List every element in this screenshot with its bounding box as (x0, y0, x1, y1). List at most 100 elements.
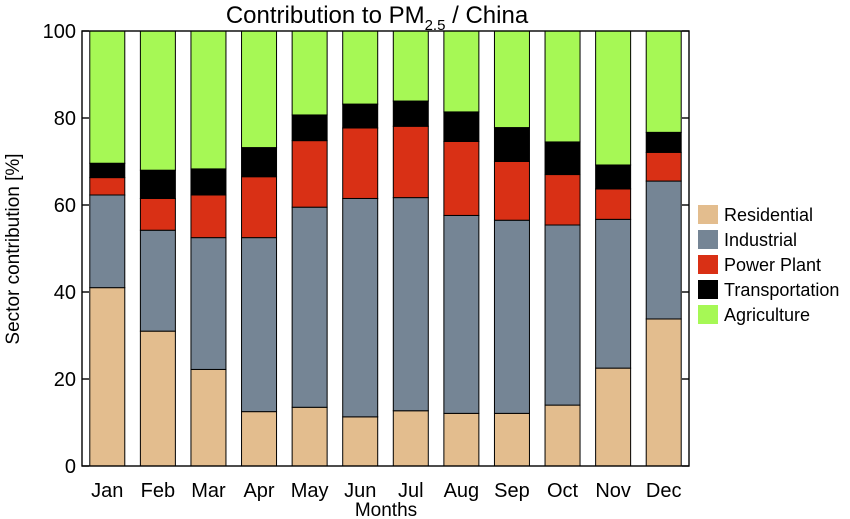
bar-power-plant-jan (89, 177, 126, 196)
bar-stack-jun (342, 30, 379, 467)
bar-transportation-oct (544, 141, 581, 176)
y-tick-label: 0 (65, 456, 76, 478)
bar-industrial-dec (645, 180, 682, 320)
bar-residential-may (291, 406, 328, 467)
bar-transportation-jul (392, 100, 429, 127)
legend-label: Power Plant (724, 255, 821, 275)
bar-agriculture-apr (241, 30, 278, 149)
bar-transportation-nov (595, 164, 632, 190)
bar-transportation-apr (241, 147, 278, 178)
legend-label: Transportation (724, 280, 839, 300)
legend-label: Agriculture (724, 305, 810, 325)
legend-swatch-residential (698, 205, 718, 224)
bar-industrial-jun (342, 197, 379, 418)
bar-agriculture-jan (89, 30, 126, 164)
bar-industrial-apr (241, 237, 278, 413)
bar-power-plant-oct (544, 174, 581, 226)
bar-power-plant-dec (645, 151, 682, 182)
bar-power-plant-jun (342, 127, 379, 199)
x-tick-label: Dec (646, 480, 682, 502)
bar-industrial-nov (595, 218, 632, 369)
y-axis-label: Sector contribution [%] (3, 153, 24, 344)
bar-residential-aug (443, 412, 480, 467)
legend-swatch-power-plant (698, 255, 718, 274)
bar-residential-jul (392, 410, 429, 467)
legend: Residential Industrial Power Plant Transpor… (698, 205, 839, 325)
bar-industrial-may (291, 206, 328, 408)
bar-power-plant-jul (392, 125, 429, 199)
bar-stack-oct (544, 30, 581, 467)
bar-agriculture-jul (392, 30, 429, 102)
bar-stack-jan (89, 30, 126, 467)
y-axis: 0 20 40 60 80 100 (43, 21, 689, 478)
y-tick-label: 40 (54, 282, 76, 304)
bar-power-plant-mar (190, 194, 227, 239)
x-tick-label: Jan (91, 480, 123, 502)
x-tick-label: Jun (344, 480, 376, 502)
x-tick-label: Jul (398, 480, 424, 502)
x-tick-label: Mar (191, 480, 226, 502)
bar-transportation-aug (443, 111, 480, 142)
bar-residential-jun (342, 416, 379, 467)
bar-industrial-jul (392, 197, 429, 412)
x-tick-label: Feb (141, 480, 175, 502)
bar-agriculture-sep (493, 30, 530, 129)
bar-power-plant-apr (241, 176, 278, 239)
legend-swatch-transportation (698, 280, 718, 299)
bar-transportation-jun (342, 103, 379, 129)
legend-swatch-agriculture (698, 305, 718, 324)
y-tick-label: 100 (43, 21, 76, 43)
bar-stack-aug (443, 30, 480, 467)
legend-label: Residential (724, 205, 813, 225)
x-axis: Jan Feb Mar Apr May Jun Jul Aug Sep Oct Nov Dec (91, 480, 681, 502)
plot-frame (81, 30, 690, 467)
bar-power-plant-sep (493, 161, 530, 221)
x-tick-label: May (291, 480, 329, 502)
bar-agriculture-aug (443, 30, 480, 113)
bar-residential-apr (241, 411, 278, 467)
chart-title-suffix: / China (445, 2, 528, 29)
bar-power-plant-nov (595, 188, 632, 220)
bar-agriculture-may (291, 30, 328, 116)
bar-industrial-oct (544, 224, 581, 406)
x-tick-label: Oct (547, 480, 579, 502)
bar-residential-jan (89, 287, 126, 467)
x-tick-label: Sep (494, 480, 530, 502)
bar-stack-mar (190, 30, 227, 467)
bar-agriculture-nov (595, 30, 632, 166)
bar-transportation-mar (190, 168, 227, 196)
bar-stack-apr (241, 30, 278, 467)
x-tick-label: Nov (595, 480, 631, 502)
bar-residential-mar (190, 368, 227, 467)
x-tick-label: Aug (444, 480, 480, 502)
bar-residential-oct (544, 404, 581, 467)
chart-title-subscript: 2.5 (425, 17, 446, 34)
bar-residential-nov (595, 367, 632, 467)
bar-power-plant-may (291, 140, 328, 208)
bar-power-plant-feb (139, 197, 176, 231)
bar-stack-may (291, 30, 328, 467)
x-axis-label: Months (355, 500, 417, 519)
bar-residential-dec (645, 318, 682, 467)
legend-swatch-industrial (698, 230, 718, 249)
bar-transportation-may (291, 114, 328, 142)
bar-industrial-aug (443, 214, 480, 414)
bar-transportation-sep (493, 127, 530, 162)
y-tick-label: 80 (54, 108, 76, 130)
bar-stack-feb (139, 30, 176, 467)
bar-stack-jul (392, 30, 429, 467)
chart-title: Contribution to PM2.5 / China (226, 2, 529, 34)
bar-agriculture-dec (645, 30, 682, 133)
bars-layer (89, 30, 682, 467)
bar-industrial-sep (493, 219, 530, 414)
bar-industrial-mar (190, 237, 227, 370)
bar-transportation-jan (89, 162, 126, 179)
bar-agriculture-jun (342, 30, 379, 105)
y-tick-label: 60 (54, 195, 76, 217)
bar-industrial-feb (139, 229, 176, 332)
bar-stack-sep (493, 30, 530, 467)
bar-residential-feb (139, 330, 176, 467)
bar-agriculture-mar (190, 30, 227, 170)
bar-transportation-dec (645, 131, 682, 153)
